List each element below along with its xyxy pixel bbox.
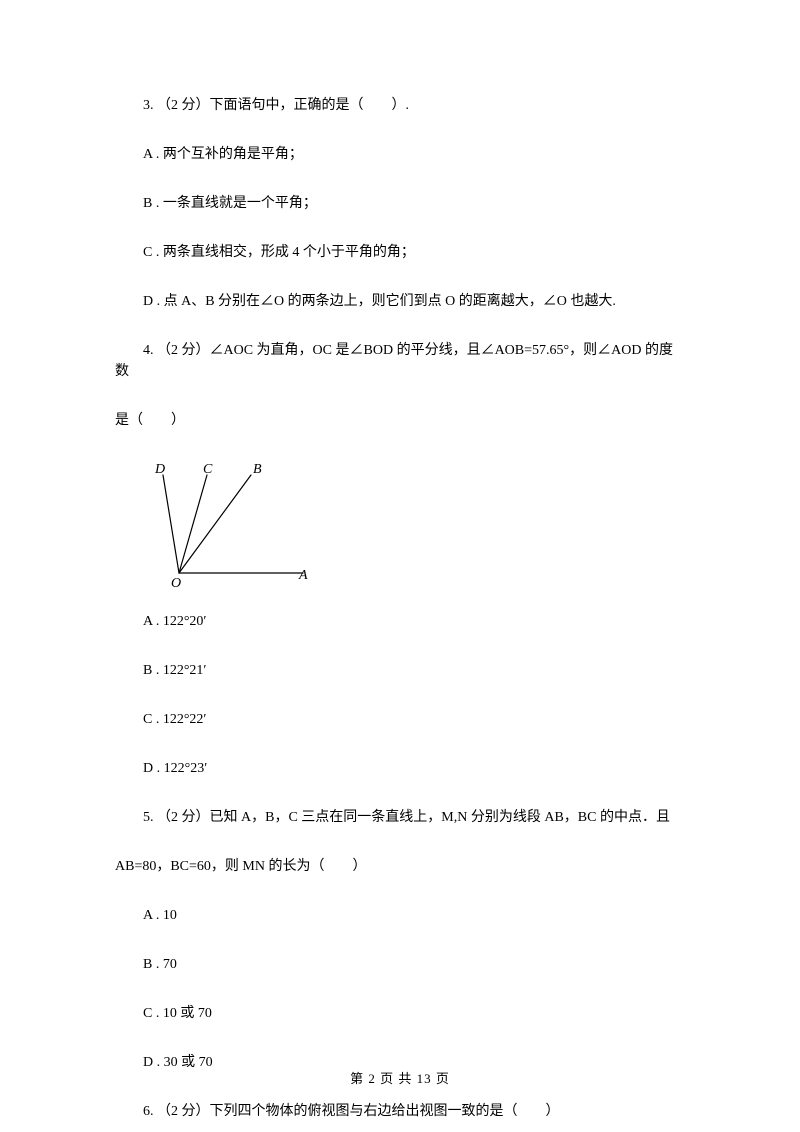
q4-option-c: C . 122°22′	[115, 709, 685, 730]
q3-option-a: A . 两个互补的角是平角；	[115, 144, 685, 165]
q5-option-b: B . 70	[115, 954, 685, 975]
q6-stem: 6. （2 分）下列四个物体的俯视图与右边给出视图一致的是（ ）	[115, 1101, 685, 1122]
q5-option-c: C . 10 或 70	[115, 1003, 685, 1024]
svg-text:O: O	[171, 576, 181, 589]
q3-stem: 3. （2 分）下面语句中，正确的是（ ）.	[115, 95, 685, 116]
q3-option-c: C . 两条直线相交，形成 4 个小于平角的角；	[115, 242, 685, 263]
q4-stem-line2: 是（ ）	[115, 410, 685, 431]
q4-option-b: B . 122°21′	[115, 660, 685, 681]
q4-stem-line1: 4. （2 分）∠AOC 为直角，OC 是∠BOD 的平分线，且∠AOB=57.…	[115, 340, 685, 382]
svg-text:D: D	[154, 462, 165, 477]
svg-text:A: A	[298, 568, 308, 583]
q4-diagram: O A B C D	[115, 459, 685, 589]
q4-option-a: A . 122°20′	[115, 611, 685, 632]
page-footer: 第 2 页 共 13 页	[0, 1069, 800, 1089]
svg-text:B: B	[253, 462, 262, 477]
q3-option-b: B . 一条直线就是一个平角；	[115, 193, 685, 214]
svg-text:C: C	[203, 462, 213, 477]
q3-option-d: D . 点 A、B 分别在∠O 的两条边上，则它们到点 O 的距离越大，∠O 也…	[115, 291, 685, 312]
q5-option-a: A . 10	[115, 905, 685, 926]
angle-diagram: O A B C D	[143, 459, 313, 589]
q4-option-d: D . 122°23′	[115, 758, 685, 779]
q5-stem-line2: AB=80，BC=60，则 MN 的长为（ ）	[115, 856, 685, 877]
page: 3. （2 分）下面语句中，正确的是（ ）. A . 两个互补的角是平角； B …	[0, 0, 800, 1132]
q5-stem-line1: 5. （2 分）已知 A，B，C 三点在同一条直线上，M,N 分别为线段 AB，…	[115, 807, 685, 828]
